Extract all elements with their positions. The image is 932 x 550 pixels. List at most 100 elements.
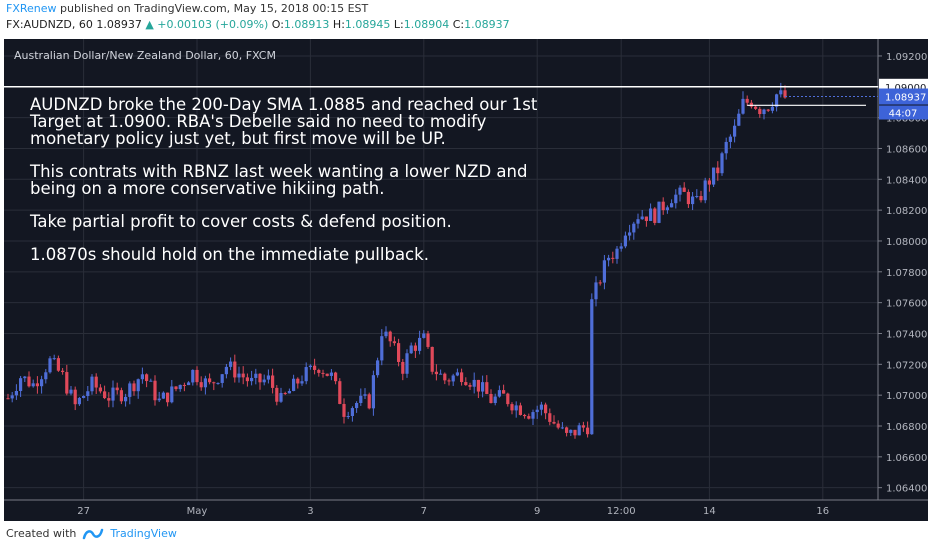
annotation-paragraph: 1.0870s should hold on the immediate pul… bbox=[30, 245, 429, 264]
candle-body bbox=[229, 361, 233, 367]
candle-body bbox=[82, 395, 86, 398]
candle-body bbox=[350, 408, 354, 416]
candle-body bbox=[304, 367, 308, 382]
candle-body bbox=[443, 373, 447, 381]
candle-body bbox=[6, 398, 10, 400]
x-tick-label: 7 bbox=[421, 506, 427, 517]
candle-body bbox=[145, 374, 149, 382]
candle-body bbox=[262, 379, 266, 383]
y-tick-label: 1.07800 bbox=[886, 268, 927, 279]
y-tick-label: 1.09200 bbox=[886, 52, 927, 63]
candle-body bbox=[187, 382, 191, 386]
candle-body bbox=[182, 384, 186, 386]
candle-body bbox=[607, 257, 611, 261]
candle-body bbox=[506, 393, 510, 405]
candle-body bbox=[594, 282, 598, 300]
candle-body bbox=[514, 405, 518, 411]
candle-body bbox=[161, 392, 165, 399]
candle-body bbox=[48, 358, 52, 373]
candle-body bbox=[565, 427, 569, 433]
candle-body bbox=[544, 404, 548, 414]
candle-body bbox=[758, 108, 762, 115]
candle-body bbox=[94, 376, 98, 388]
candle-body bbox=[434, 371, 438, 375]
candle-body bbox=[111, 387, 115, 401]
candle-body bbox=[271, 375, 275, 388]
candle-body bbox=[346, 415, 350, 417]
candle-body bbox=[640, 216, 644, 220]
created-with-text: Created with bbox=[6, 527, 77, 540]
candle-body bbox=[296, 378, 300, 384]
candle-body bbox=[762, 109, 766, 115]
candle-body bbox=[573, 429, 577, 436]
publish-info: FXRenew published on TradingView.com, Ma… bbox=[6, 2, 368, 15]
close-key: C: bbox=[452, 18, 465, 31]
candle-body bbox=[569, 429, 573, 433]
candle-body bbox=[577, 425, 581, 436]
candle-body bbox=[523, 414, 527, 417]
candle-body bbox=[661, 201, 665, 211]
annotation-paragraph: Take partial profit to cover costs & def… bbox=[30, 212, 452, 231]
candle-body bbox=[355, 403, 359, 409]
candle-body bbox=[653, 208, 657, 223]
candle-body bbox=[712, 167, 716, 185]
candle-body bbox=[766, 109, 770, 111]
candle-body bbox=[241, 373, 245, 378]
candle-body bbox=[329, 372, 333, 376]
candle-body bbox=[157, 398, 161, 401]
candle-body bbox=[31, 383, 35, 387]
candle-body bbox=[44, 372, 48, 380]
high-key: H: bbox=[332, 18, 345, 31]
candle-body bbox=[602, 260, 606, 283]
candle-body bbox=[220, 374, 224, 383]
candle-body bbox=[195, 369, 199, 383]
low-key: L: bbox=[393, 18, 404, 31]
candle-body bbox=[174, 386, 178, 390]
candle-body bbox=[686, 191, 690, 205]
candle-body bbox=[237, 373, 241, 378]
candle-body bbox=[73, 389, 77, 405]
tradingview-link[interactable]: TradingView bbox=[110, 527, 177, 540]
countdown-tag bbox=[879, 105, 928, 120]
last-price: 1.08937 bbox=[96, 18, 142, 31]
candle-body bbox=[707, 180, 711, 185]
candle-body bbox=[460, 372, 464, 383]
candle-body bbox=[208, 378, 212, 383]
publisher-link[interactable]: FXRenew bbox=[6, 2, 57, 15]
candle-body bbox=[409, 345, 413, 354]
candle-body bbox=[321, 372, 325, 374]
candle-body bbox=[203, 378, 207, 388]
candle-body bbox=[10, 395, 14, 399]
candle-body bbox=[628, 232, 632, 236]
candle-body bbox=[292, 378, 296, 391]
candle-body bbox=[665, 207, 669, 211]
candle-body bbox=[397, 343, 401, 362]
candle-body bbox=[149, 380, 153, 382]
y-tick-label: 1.08000 bbox=[886, 237, 927, 248]
candle-body bbox=[695, 196, 699, 198]
candle-body bbox=[535, 409, 539, 413]
symbol-info-bar: FX:AUDNZD, 60 1.08937 ▲ +0.00103 (+0.09%… bbox=[6, 18, 510, 31]
countdown-label: 44:07 bbox=[889, 109, 918, 120]
candle-body bbox=[224, 366, 228, 375]
candle-body bbox=[539, 404, 543, 410]
candle-body bbox=[682, 187, 686, 192]
open-key: O: bbox=[271, 18, 284, 31]
x-tick-label: May bbox=[187, 506, 208, 517]
candle-body bbox=[401, 361, 405, 374]
candle-body bbox=[619, 246, 623, 249]
price-chart[interactable]: 1.092001.090001.088001.086001.084001.082… bbox=[4, 39, 928, 521]
candle-body bbox=[733, 125, 737, 137]
chart-panel[interactable]: 1.092001.090001.088001.086001.084001.082… bbox=[4, 39, 928, 521]
candle-body bbox=[216, 382, 220, 384]
candle-body bbox=[140, 374, 144, 380]
sma-price-label: 1.09000 bbox=[885, 83, 926, 94]
candle-body bbox=[384, 331, 388, 337]
candle-body bbox=[119, 390, 123, 402]
candle-body bbox=[728, 136, 732, 142]
candle-body bbox=[548, 413, 552, 422]
last-price-label: 1.08937 bbox=[885, 93, 926, 104]
candle-body bbox=[334, 372, 338, 382]
candle-body bbox=[674, 194, 678, 204]
tradingview-logo-icon bbox=[83, 528, 104, 539]
